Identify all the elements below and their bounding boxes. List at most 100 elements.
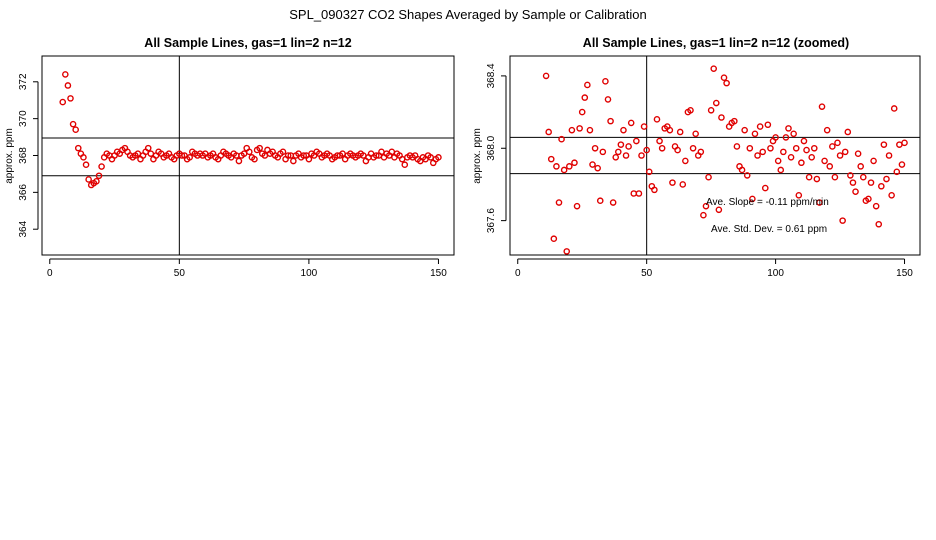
right-data-point: [857, 163, 864, 170]
right-data-point: [545, 128, 552, 136]
right-data-point: [607, 117, 614, 125]
left-data-point: [256, 144, 263, 152]
right-data-point: [638, 152, 645, 159]
right-data-point: [589, 161, 596, 168]
std-dev-annotation: Ave. Std. Dev. = 0.61 ppm: [711, 224, 827, 235]
right-data-point: [875, 220, 883, 228]
right-data-point: [836, 152, 844, 159]
right-data-point: [751, 130, 759, 138]
right-data-point: [870, 157, 877, 165]
right-data-point: [798, 159, 805, 167]
right-data-point: [720, 74, 728, 82]
right-data-point: [584, 81, 591, 89]
left-chart-title: All Sample Lines, gas=1 lin=2 n=12: [144, 36, 351, 50]
left-chart-panel: All Sample Lines, gas=1 lin=2 n=12 appro…: [4, 36, 455, 279]
right-data-point: [620, 126, 627, 134]
right-data-point: [772, 134, 779, 141]
right-data-point: [653, 116, 661, 123]
right-data-point: [743, 172, 751, 179]
right-data-point: [715, 206, 723, 214]
right-y-tick-label: 368.0: [486, 135, 497, 160]
left-data-point: [401, 161, 409, 169]
right-data-point: [558, 135, 565, 143]
left-data-point: [435, 154, 442, 161]
right-data-point: [604, 96, 612, 103]
right-data-point: [785, 125, 792, 132]
right-data-point: [581, 94, 589, 101]
right-data-point: [702, 202, 710, 210]
right-data-point: [834, 139, 841, 147]
right-data-point: [676, 128, 684, 136]
right-data-point: [563, 248, 571, 255]
right-data-point: [687, 106, 694, 114]
right-x-tick-label: 150: [896, 268, 913, 279]
left-y-tick-label: 364: [18, 220, 29, 237]
right-data-point: [622, 152, 630, 159]
right-data-point: [576, 125, 583, 132]
left-data-point: [178, 152, 186, 159]
right-data-point: [800, 137, 808, 145]
right-data-point: [669, 179, 676, 186]
right-y-tick-label: 367.6: [486, 208, 497, 233]
left-data-point: [93, 177, 100, 185]
right-data-point: [901, 139, 908, 147]
right-data-point: [609, 199, 617, 206]
right-data-point: [689, 144, 697, 152]
right-data-point: [679, 181, 687, 188]
right-data-point: [885, 152, 893, 159]
right-data-point: [865, 195, 872, 203]
right-data-point: [571, 159, 578, 167]
right-data-point: [821, 157, 828, 165]
right-data-point: [795, 191, 803, 199]
right-data-point: [746, 144, 754, 152]
right-data-point: [573, 202, 581, 210]
right-data-point: [692, 130, 699, 138]
right-data-point: [547, 155, 555, 163]
right-data-point: [888, 191, 895, 199]
right-data-point: [596, 197, 604, 205]
right-data-point: [847, 172, 854, 179]
right-data-point: [643, 146, 650, 154]
right-data-point: [723, 79, 730, 87]
right-data-point: [731, 117, 738, 125]
right-data-point: [682, 157, 689, 165]
right-data-point: [867, 179, 875, 186]
right-data-point: [635, 190, 643, 197]
right-data-point: [780, 148, 787, 156]
left-data-point: [95, 172, 103, 180]
right-data-point: [617, 141, 625, 148]
right-data-point: [707, 106, 715, 114]
right-data-point: [738, 166, 746, 174]
right-data-point: [700, 211, 707, 219]
right-data-point: [633, 137, 640, 145]
left-data-point: [147, 150, 155, 157]
right-data-point: [764, 121, 772, 129]
left-x-tick-label: 100: [301, 268, 318, 279]
right-data-point: [878, 182, 885, 190]
figure-title: SPL_090327 CO2 Shapes Averaged by Sample…: [289, 7, 647, 22]
right-data-point: [705, 173, 712, 181]
right-plot-frame: [509, 55, 921, 256]
right-data-point: [741, 126, 748, 134]
left-data-point: [85, 176, 92, 183]
right-data-point: [880, 141, 888, 148]
left-data-point: [69, 120, 77, 128]
right-data-point: [816, 199, 823, 206]
right-data-point: [787, 154, 795, 161]
left-y-tick-label: 370: [18, 110, 29, 127]
left-y-tick-label: 368: [18, 147, 29, 164]
left-data-point: [82, 161, 90, 169]
right-data-point: [782, 134, 790, 141]
right-data-point: [615, 148, 622, 156]
right-data-point: [790, 130, 797, 138]
left-data-point: [59, 98, 67, 106]
right-data-point: [555, 199, 563, 206]
right-data-point: [849, 179, 857, 186]
right-data-point: [854, 150, 862, 157]
left-y-tick-label: 372: [18, 73, 29, 90]
right-data-point: [645, 168, 653, 176]
left-data-point: [144, 144, 152, 152]
right-data-point: [759, 148, 767, 156]
left-data-point: [64, 82, 72, 89]
